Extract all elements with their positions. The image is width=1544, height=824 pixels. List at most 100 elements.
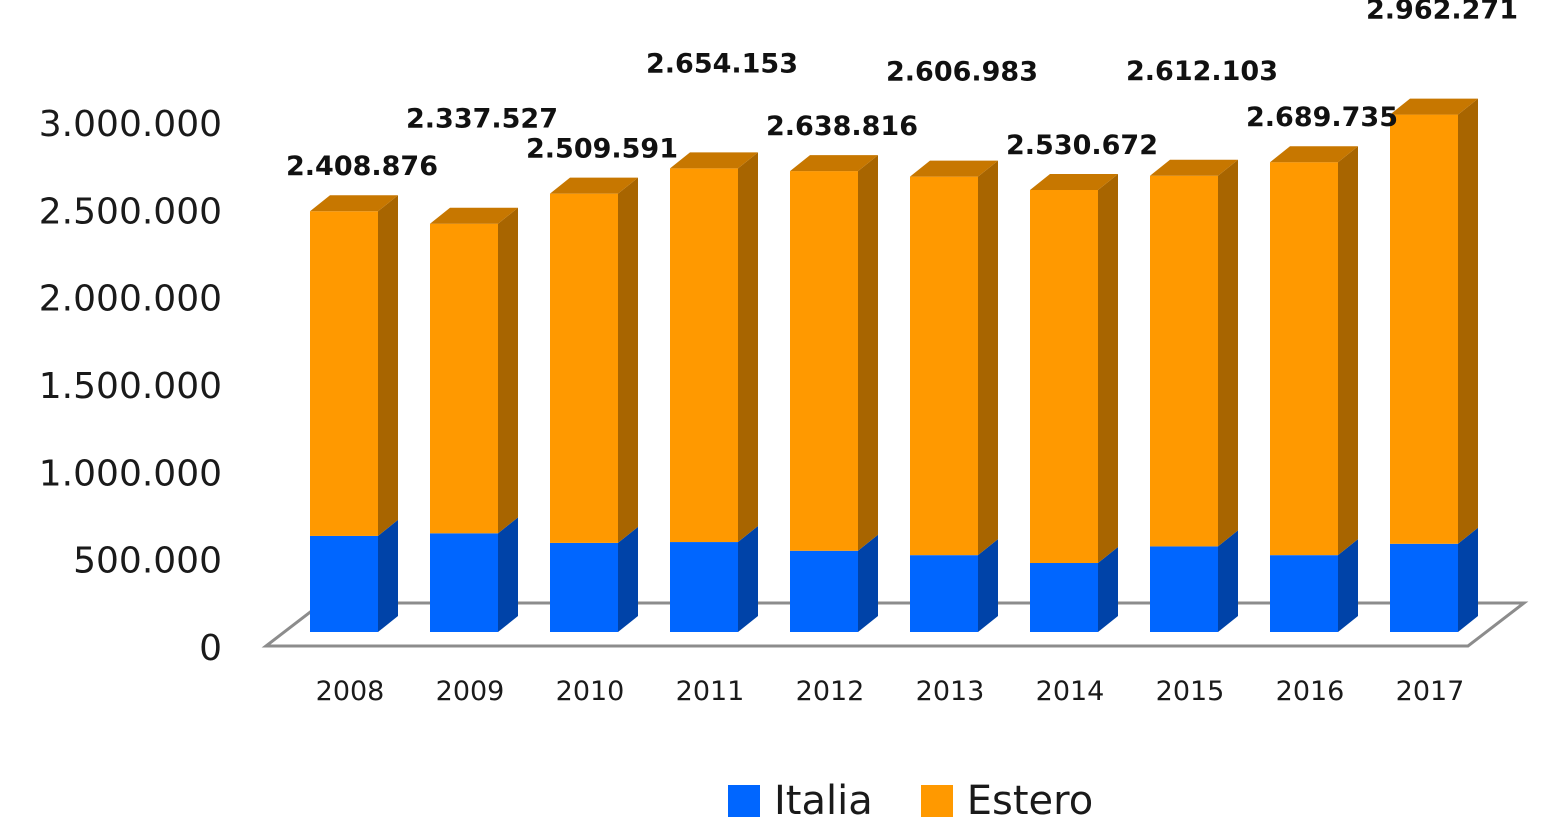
bar-side-estero: [378, 195, 398, 536]
bar-side-italia: [1458, 527, 1478, 632]
bar-side-italia: [738, 526, 758, 632]
bar-segment-italia-2011: [670, 526, 758, 632]
y-tick-label: 2.000.000: [39, 279, 222, 320]
y-tick-label: 0: [199, 628, 222, 669]
bar-side-italia: [378, 519, 398, 632]
total-data-label: 2.689.735: [1246, 102, 1398, 133]
x-tick-label: 2011: [676, 676, 745, 707]
x-tick-label: 2008: [316, 676, 385, 707]
bar-front-italia: [910, 555, 978, 632]
bar-front-italia: [1270, 555, 1338, 632]
bar-segment-estero-2013: [910, 160, 998, 556]
bar-segment-italia-2012: [790, 534, 878, 632]
x-tick-label: 2012: [796, 676, 865, 707]
x-tick-label: 2009: [436, 676, 505, 707]
total-data-label: 2.962.271: [1366, 0, 1518, 26]
bar-side-estero: [858, 155, 878, 551]
y-tick-label: 1.000.000: [39, 453, 222, 494]
x-tick-label: 2015: [1156, 676, 1225, 707]
y-tick-label: 2.500.000: [39, 191, 222, 232]
bar-side-italia: [858, 534, 878, 632]
bar-segment-estero-2015: [1150, 159, 1238, 547]
x-tick-label: 2010: [556, 676, 625, 707]
bar-front-italia: [790, 550, 858, 632]
bar-segment-italia-2014: [1030, 547, 1118, 632]
y-tick-label: 1.500.000: [39, 366, 222, 407]
y-tick-label: 3.000.000: [39, 104, 222, 145]
legend: Italia Estero: [728, 778, 1141, 824]
bar-top-estero: [1270, 146, 1358, 163]
bar-side-estero: [738, 152, 758, 543]
bar-front-estero: [1030, 189, 1098, 564]
bar-top-estero: [430, 207, 518, 224]
bar-front-estero: [310, 211, 378, 536]
bar-segment-italia-2016: [1270, 539, 1358, 632]
bar-segment-estero-2011: [670, 152, 758, 543]
bar-top-estero: [790, 155, 878, 172]
total-data-label: 2.408.876: [286, 151, 438, 182]
x-tick-label: 2013: [916, 676, 985, 707]
bar-front-italia: [1390, 543, 1458, 632]
total-data-label: 2.654.153: [646, 48, 798, 79]
bar-top-estero: [1150, 159, 1238, 176]
bar-side-estero: [1338, 146, 1358, 556]
bar-front-estero: [1270, 162, 1338, 556]
y-axis: 0 500.000 1.000.000 1.500.000 2.000.000 2.500…: [39, 104, 222, 669]
bar-side-estero: [1098, 173, 1118, 564]
bar-side-italia: [1338, 539, 1358, 632]
bar-side-estero: [618, 177, 638, 543]
total-data-label: 2.606.983: [886, 57, 1038, 88]
bar-side-italia: [498, 517, 518, 632]
bar-segment-italia-2009: [430, 517, 518, 632]
bar-top-estero: [910, 160, 998, 177]
bar-side-estero: [978, 160, 998, 556]
bar-front-italia: [670, 542, 738, 632]
y-tick-label: 500.000: [73, 541, 222, 582]
bar-top-estero: [670, 152, 758, 169]
bar-segment-estero-2009: [430, 207, 518, 534]
bar-side-estero: [498, 207, 518, 534]
legend-item-italia[interactable]: Italia: [728, 778, 873, 824]
bar-top-estero: [550, 177, 638, 194]
bar-front-estero: [670, 168, 738, 543]
bar-top-estero: [310, 195, 398, 212]
bars: [310, 98, 1478, 632]
bar-segment-italia-2017: [1390, 527, 1478, 632]
total-data-label: 2.612.103: [1126, 56, 1278, 87]
bar-side-italia: [1218, 530, 1238, 632]
bar-top-estero: [1030, 173, 1118, 190]
x-tick-label: 2016: [1276, 676, 1345, 707]
bar-segment-estero-2010: [550, 177, 638, 543]
bar-segment-estero-2017: [1390, 98, 1478, 544]
bar-front-italia: [430, 533, 498, 632]
bar-front-italia: [310, 535, 378, 632]
bar-front-estero: [550, 193, 618, 543]
total-data-label: 2.337.527: [406, 104, 558, 135]
bar-front-estero: [1150, 175, 1218, 547]
total-data-label: 2.509.591: [526, 134, 678, 165]
bar-segment-italia-2015: [1150, 530, 1238, 632]
bar-front-estero: [430, 223, 498, 534]
total-data-label: 2.530.672: [1006, 130, 1158, 161]
bar-segment-estero-2014: [1030, 173, 1118, 564]
bar-side-estero: [1218, 159, 1238, 547]
legend-item-estero[interactable]: Estero: [920, 778, 1094, 824]
bar-segment-italia-2010: [550, 526, 638, 632]
bar-front-italia: [1030, 563, 1098, 632]
x-axis: 2008 2009 2010 2011 2012 2013 2014 2015 2016 2017: [316, 676, 1465, 707]
legend-label-estero: Estero: [966, 778, 1094, 824]
bar-side-estero: [1458, 98, 1478, 544]
total-data-label: 2.638.816: [766, 111, 918, 142]
bar-side-italia: [618, 526, 638, 632]
bar-segment-italia-2008: [310, 519, 398, 632]
bar-segment-italia-2013: [910, 539, 998, 632]
bar-front-italia: [550, 542, 618, 632]
legend-label-italia: Italia: [774, 778, 873, 824]
legend-swatch-estero: [920, 785, 953, 817]
bar-front-estero: [910, 176, 978, 556]
bar-segment-estero-2012: [790, 155, 878, 551]
bar-front-italia: [1150, 546, 1218, 632]
x-tick-label: 2014: [1036, 676, 1105, 707]
